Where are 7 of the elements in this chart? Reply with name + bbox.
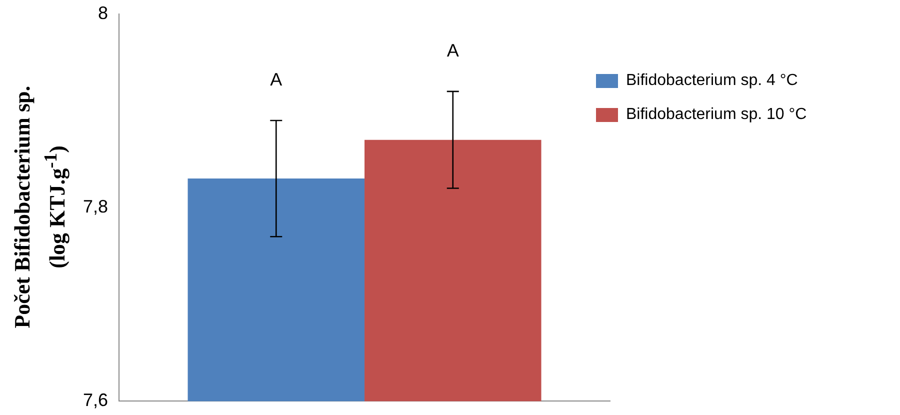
legend-label: Bifidobacterium sp. 10 °C [626, 106, 807, 124]
y-tick-label: 7,8 [82, 196, 108, 217]
y-tick-label: 8 [98, 2, 108, 23]
legend-label: Bifidobacterium sp. 4 °C [626, 72, 798, 90]
annotation: A [270, 69, 282, 90]
y-tick-label: 7,6 [82, 390, 108, 410]
annotation: A [446, 40, 459, 60]
